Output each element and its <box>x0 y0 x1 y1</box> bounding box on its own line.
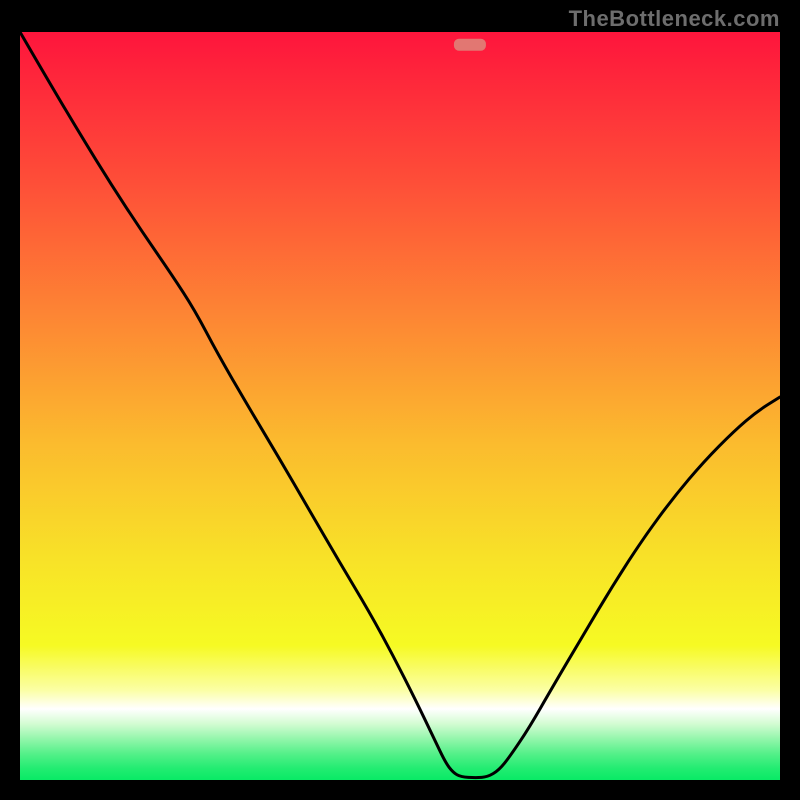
plot-area <box>20 32 780 780</box>
watermark-text: TheBottleneck.com <box>569 6 780 32</box>
chart-frame: TheBottleneck.com <box>0 0 800 800</box>
chart-svg <box>20 32 780 780</box>
minimum-marker <box>454 39 486 51</box>
